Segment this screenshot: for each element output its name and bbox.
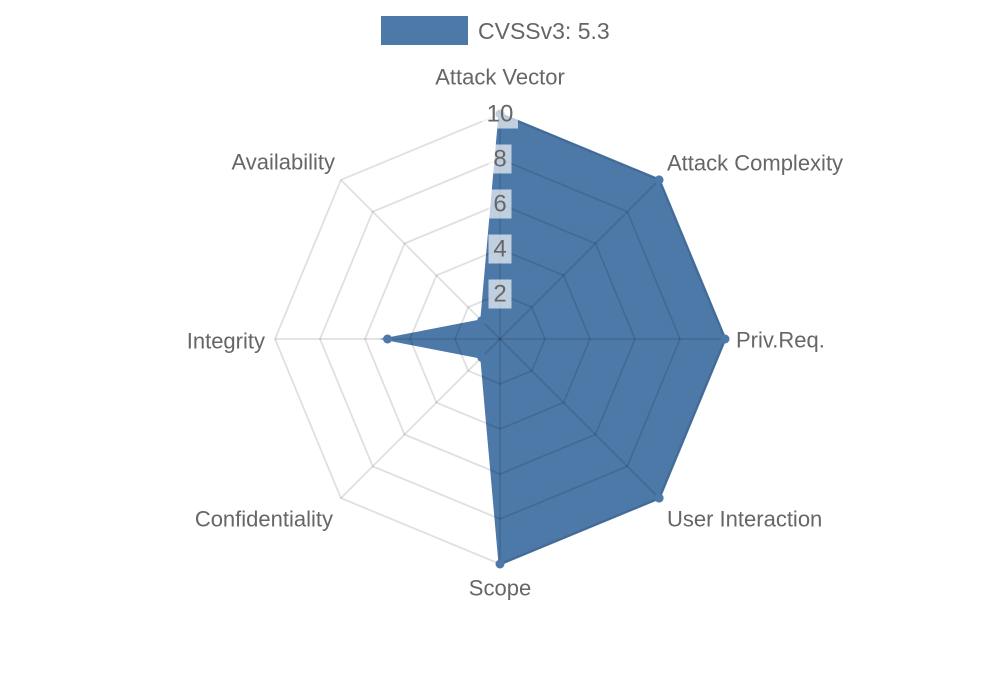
data-point-integrity: [383, 334, 392, 344]
axis-line-user-interaction: [499, 338, 660, 499]
tick-backdrop-8: [488, 144, 512, 174]
tick-label-2: 2: [493, 281, 506, 308]
tick-backdrop-10: [482, 99, 518, 129]
data-point-priv-req: [720, 334, 730, 344]
grid-ring-2: [454, 293, 546, 385]
axis-label-scope: Scope: [469, 576, 531, 601]
data-point-confidentiality: [477, 352, 487, 362]
legend-swatch: [381, 16, 468, 45]
axis-line-attack-complexity: [499, 179, 660, 340]
radar-ticks-layer: 2 4 6 8 10: [482, 99, 518, 309]
axis-label-availability: Availability: [231, 150, 335, 175]
legend-label: CVSSv3: 5.3: [478, 18, 610, 44]
tick-backdrop-4: [488, 234, 512, 264]
axis-label-integrity: Integrity: [187, 329, 265, 354]
grid-ring-8: [319, 158, 681, 520]
radar-axis-labels-layer: Attack Vector Attack Complexity Priv.Req. U…: [187, 65, 843, 601]
data-point-attack-complexity: [654, 175, 664, 185]
tick-backdrop-2: [488, 279, 512, 309]
tick-label-10: 10: [487, 101, 514, 128]
axis-label-attack-vector: Attack Vector: [435, 65, 565, 90]
tick-backdrop-6: [488, 189, 512, 219]
grid-ring-4: [409, 248, 591, 430]
tick-label-4: 4: [493, 236, 506, 263]
axis-line-availability: [340, 179, 501, 340]
axis-label-attack-complexity: Attack Complexity: [667, 151, 843, 176]
tick-label-6: 6: [493, 191, 506, 218]
data-point-availability: [477, 316, 487, 326]
data-point-scope: [495, 559, 505, 569]
data-point-user-interaction: [654, 493, 664, 503]
axis-label-user-interaction: User Interaction: [667, 507, 822, 532]
legend: CVSSv3: 5.3: [381, 16, 610, 45]
grid-ring-6: [364, 203, 636, 475]
axis-label-confidentiality: Confidentiality: [195, 507, 333, 532]
tick-label-8: 8: [493, 146, 506, 173]
axis-line-confidentiality: [340, 338, 501, 499]
axis-label-priv-req: Priv.Req.: [736, 328, 825, 353]
